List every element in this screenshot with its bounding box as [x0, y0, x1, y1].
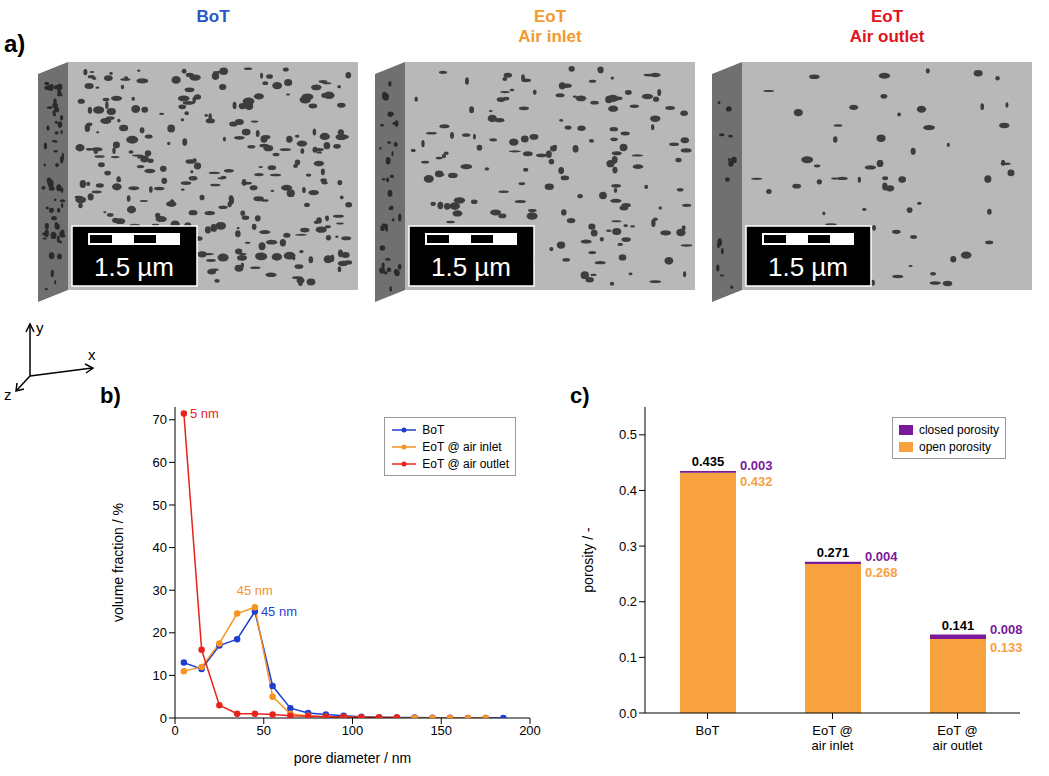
svg-text:z: z [4, 386, 12, 403]
html-text:b): b) [100, 383, 121, 408]
svg-text:0.008: 0.008 [990, 622, 1023, 637]
svg-text:EoT @air inlet: EoT @air inlet [812, 723, 854, 753]
svg-text:0.268: 0.268 [865, 565, 898, 580]
html-text:BoT: BoT [422, 422, 445, 437]
html-text:EoT @ air outlet: EoT @ air outlet [422, 456, 509, 471]
svg-text:30: 30 [153, 583, 167, 598]
html-text:c): c) [570, 383, 590, 408]
svg-text:porosity / -: porosity / - [580, 527, 596, 593]
svg-text:0.0: 0.0 [619, 706, 637, 721]
svg-text:0.1: 0.1 [619, 650, 637, 665]
svg-text:1.5 µm: 1.5 µm [431, 252, 511, 282]
svg-text:y: y [36, 319, 44, 336]
svg-text:0.432: 0.432 [740, 474, 773, 489]
html-text:closed porosity: closed porosity [919, 422, 999, 437]
svg-text:volume fraction / %: volume fraction / % [110, 503, 126, 622]
svg-text:40: 40 [153, 540, 167, 555]
svg-text:BoT: BoT [696, 723, 720, 738]
svg-text:0.2: 0.2 [619, 594, 637, 609]
svg-text:0.271: 0.271 [817, 545, 850, 560]
svg-text:BoT: BoT [196, 7, 230, 26]
svg-text:150: 150 [430, 723, 452, 738]
svg-text:0: 0 [171, 723, 178, 738]
svg-text:5 nm: 5 nm [190, 406, 219, 421]
svg-text:200: 200 [519, 723, 541, 738]
svg-text:0.3: 0.3 [619, 539, 637, 554]
svg-text:EoT @air outlet: EoT @air outlet [933, 723, 983, 753]
svg-text:70: 70 [153, 412, 167, 427]
html-text:EoT @ air inlet: EoT @ air inlet [422, 439, 502, 454]
svg-text:0.5: 0.5 [619, 427, 637, 442]
svg-text:a): a) [4, 30, 25, 57]
svg-text:0: 0 [160, 711, 167, 726]
svg-text:0.003: 0.003 [740, 458, 773, 473]
svg-text:45 nm: 45 nm [237, 583, 273, 598]
svg-text:1.5 µm: 1.5 µm [768, 252, 848, 282]
svg-text:10: 10 [153, 668, 167, 683]
svg-text:x: x [88, 346, 96, 363]
svg-text:100: 100 [342, 723, 364, 738]
svg-text:0.435: 0.435 [692, 454, 725, 469]
svg-text:0.4: 0.4 [619, 483, 637, 498]
svg-text:EoT: EoT [534, 7, 567, 26]
svg-text:Air outlet: Air outlet [850, 27, 925, 46]
svg-text:60: 60 [153, 455, 167, 470]
svg-text:20: 20 [153, 625, 167, 640]
svg-text:50: 50 [153, 498, 167, 513]
svg-text:EoT: EoT [871, 7, 904, 26]
svg-text:45 nm: 45 nm [261, 604, 297, 619]
svg-text:0.004: 0.004 [865, 549, 898, 564]
svg-text:Air inlet: Air inlet [518, 27, 582, 46]
svg-text:1.5 µm: 1.5 µm [94, 252, 174, 282]
svg-text:pore diameter / nm: pore diameter / nm [294, 750, 412, 766]
svg-text:50: 50 [257, 723, 271, 738]
html-text:open porosity: open porosity [919, 439, 991, 454]
svg-text:0.133: 0.133 [990, 640, 1023, 655]
svg-text:0.141: 0.141 [942, 618, 975, 633]
